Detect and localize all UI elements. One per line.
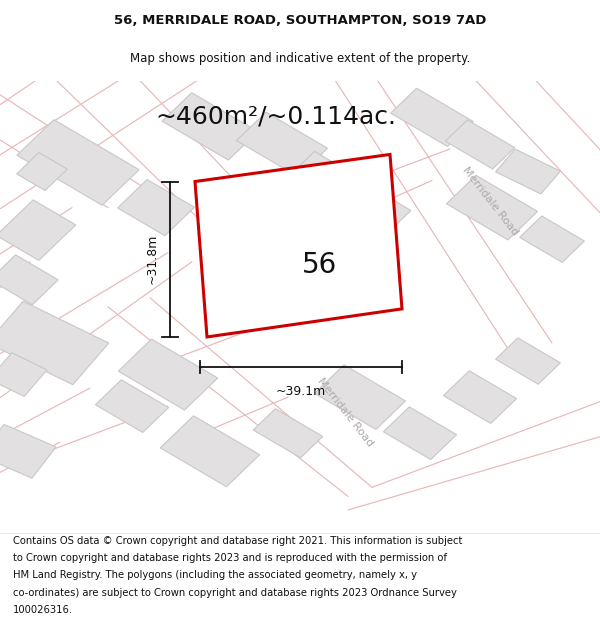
Polygon shape [443, 371, 517, 424]
Polygon shape [17, 152, 67, 191]
Polygon shape [333, 180, 411, 236]
Polygon shape [236, 112, 328, 177]
Polygon shape [314, 365, 406, 429]
Polygon shape [160, 416, 260, 487]
Text: ~39.1m: ~39.1m [276, 385, 326, 398]
Polygon shape [289, 151, 371, 209]
Polygon shape [496, 149, 560, 194]
Polygon shape [391, 88, 473, 146]
Text: to Crown copyright and database rights 2023 and is reproduced with the permissio: to Crown copyright and database rights 2… [13, 553, 447, 563]
Text: HM Land Registry. The polygons (including the associated geometry, namely x, y: HM Land Registry. The polygons (includin… [13, 571, 417, 581]
Text: ~31.8m: ~31.8m [145, 234, 158, 284]
Polygon shape [0, 301, 109, 384]
Polygon shape [95, 380, 169, 432]
Text: Merridale Road: Merridale Road [315, 376, 375, 448]
Text: 56, MERRIDALE ROAD, SOUTHAMPTON, SO19 7AD: 56, MERRIDALE ROAD, SOUTHAMPTON, SO19 7A… [114, 14, 486, 27]
Polygon shape [446, 176, 538, 240]
Text: 56: 56 [302, 251, 338, 279]
Polygon shape [0, 200, 76, 261]
Polygon shape [253, 409, 323, 458]
Polygon shape [383, 407, 457, 459]
Polygon shape [445, 120, 515, 169]
Polygon shape [118, 339, 218, 410]
Text: Map shows position and indicative extent of the property.: Map shows position and indicative extent… [130, 52, 470, 65]
Text: ~460m²/~0.114ac.: ~460m²/~0.114ac. [155, 104, 396, 128]
Polygon shape [202, 198, 278, 254]
Polygon shape [520, 216, 584, 262]
Polygon shape [0, 352, 47, 396]
Text: Merridale Road: Merridale Road [460, 166, 520, 238]
Polygon shape [17, 120, 139, 205]
Text: Contains OS data © Crown copyright and database right 2021. This information is : Contains OS data © Crown copyright and d… [13, 536, 463, 546]
Polygon shape [195, 154, 402, 337]
Text: co-ordinates) are subject to Crown copyright and database rights 2023 Ordnance S: co-ordinates) are subject to Crown copyr… [13, 588, 457, 598]
Polygon shape [0, 424, 56, 478]
Polygon shape [162, 92, 258, 160]
Polygon shape [118, 179, 194, 236]
Text: 100026316.: 100026316. [13, 604, 73, 614]
Polygon shape [496, 338, 560, 384]
Polygon shape [0, 255, 58, 305]
